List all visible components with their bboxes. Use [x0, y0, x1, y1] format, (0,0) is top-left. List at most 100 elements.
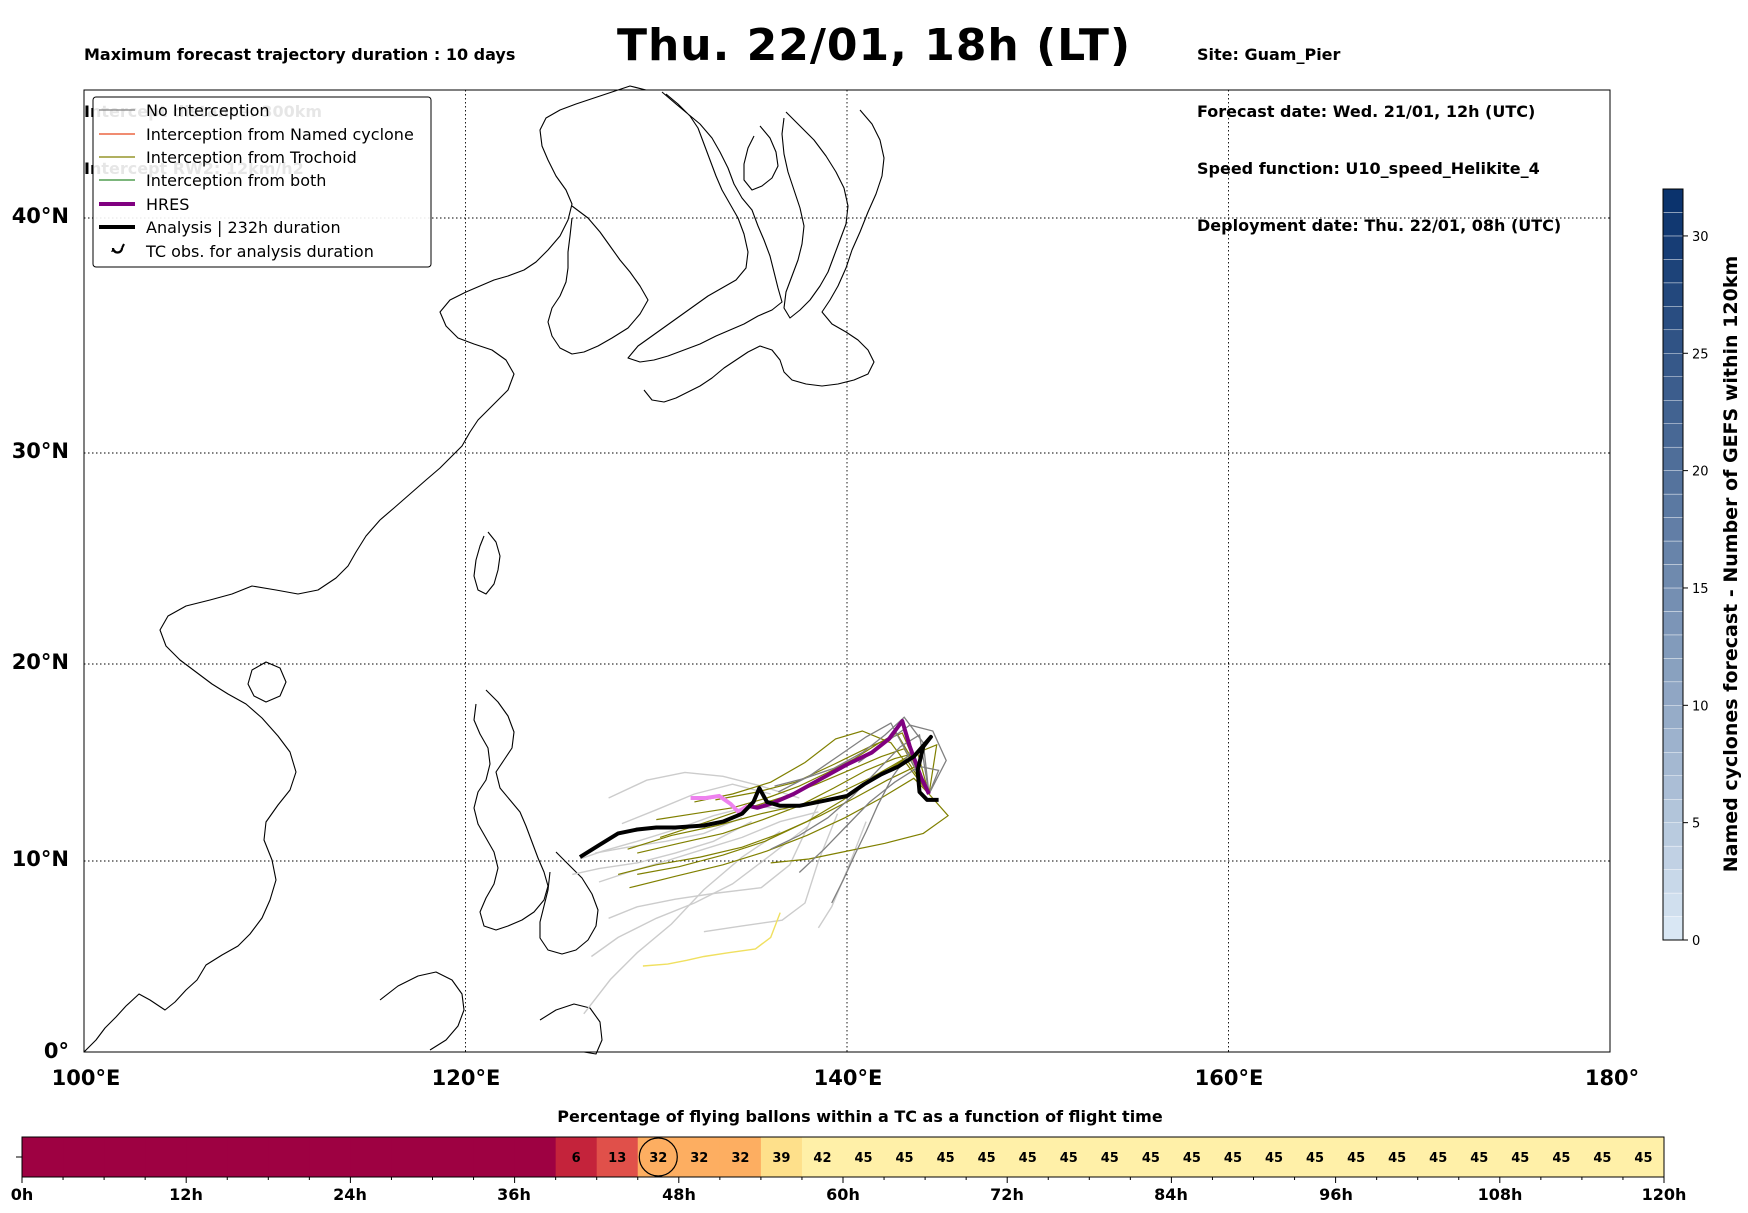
colorbar-cell-1	[1662, 892, 1684, 917]
percentage-cell-label-33: 45	[1388, 1151, 1406, 1166]
time-label-24h: 24h	[333, 1185, 367, 1204]
percentage-cell-label-19: 42	[813, 1151, 831, 1166]
legend-box	[92, 96, 432, 268]
percentage-cell-11	[473, 1137, 516, 1177]
percentage-cell-label-13: 6	[572, 1151, 581, 1166]
legend-label-both: Interception from both	[146, 171, 326, 190]
percentage-cell-29	[1212, 1137, 1254, 1177]
colorbar-cell-6	[1662, 775, 1684, 800]
lat-label-30: 30°N	[12, 439, 69, 463]
percentage-cell-5	[227, 1137, 269, 1177]
percentage-cell-34	[1417, 1137, 1460, 1177]
gray-track-2	[831, 751, 930, 904]
percentage-cell-35	[1458, 1137, 1501, 1177]
percentage-cell-label-35: 45	[1470, 1151, 1488, 1166]
legend-label-trochoid: Interception from Trochoid	[146, 148, 357, 167]
colorbar-cell-25	[1662, 329, 1684, 354]
colorbar-cell-18	[1662, 493, 1684, 518]
forecast-info-right: Site: Guam_Pier Forecast date: Wed. 21/0…	[1197, 7, 1561, 254]
trochoid-track-6	[770, 793, 949, 864]
light-track-9	[595, 817, 743, 854]
lat-label-0: 0°	[44, 1039, 69, 1063]
colorbar-cell-3	[1662, 845, 1684, 870]
hres-pink-track	[690, 793, 749, 815]
colorbar-cell-23	[1662, 376, 1684, 401]
colorbar-tick-label-5: 5	[1692, 817, 1700, 832]
percentage-cell-6	[268, 1137, 310, 1177]
lon-label-160: 160°E	[1195, 1066, 1264, 1090]
percentage-cell-label-15: 32	[649, 1151, 667, 1166]
colorbar-cell-15	[1662, 564, 1684, 589]
percentage-cell-0	[22, 1137, 64, 1177]
yellow-track	[642, 912, 781, 967]
lat-label-20: 20°N	[12, 650, 69, 674]
percentage-cell-8	[350, 1137, 392, 1177]
colorbar-cell-5	[1662, 798, 1684, 823]
legend-label-tc-obs: TC obs. for analysis duration	[145, 242, 374, 261]
colorbar-cell-7	[1662, 752, 1684, 776]
percentage-cell-12	[514, 1137, 557, 1177]
hres-track	[747, 719, 931, 810]
analysis-track	[578, 734, 939, 859]
percentage-cell-label-24: 45	[1019, 1151, 1037, 1166]
trajectory-lines	[572, 716, 949, 1015]
legend-label-no-interception: No Interception	[146, 101, 270, 120]
map-frame	[83, 89, 1611, 1053]
time-label-48h: 48h	[662, 1185, 696, 1204]
light-track-5	[572, 820, 752, 876]
percentage-cell-30	[1253, 1137, 1296, 1177]
percentage-cell-1	[63, 1137, 105, 1177]
page-title: Thu. 22/01, 18h (LT)	[616, 20, 1132, 71]
time-label-60h: 60h	[826, 1185, 860, 1204]
colorbar-cell-2	[1662, 869, 1684, 894]
percentage-cell-39	[1622, 1137, 1665, 1177]
colorbar-cell-4	[1662, 822, 1684, 847]
info-line-deployment-date: Deployment date: Thu. 22/01, 08h (UTC)	[1197, 216, 1562, 235]
percentage-cell-label-32: 45	[1347, 1151, 1365, 1166]
colorbar-tick-label-15: 15	[1692, 582, 1709, 597]
light-track-3	[583, 830, 781, 1015]
percentage-cell-10	[432, 1137, 475, 1177]
colorbar-cell-16	[1662, 540, 1684, 565]
percentage-cell-label-22: 45	[937, 1151, 955, 1166]
colorbar-cell-31	[1662, 188, 1684, 213]
percentage-cell-33	[1376, 1137, 1419, 1177]
colorbar-tick-label-25: 25	[1692, 347, 1709, 362]
percentage-cell-21	[884, 1137, 926, 1177]
percentage-cell-18	[760, 1137, 803, 1177]
percentage-cell-label-30: 45	[1265, 1151, 1283, 1166]
percentage-cell-label-20: 45	[854, 1151, 872, 1166]
colorbar-cell-12	[1662, 634, 1684, 659]
percentage-cell-38	[1581, 1137, 1624, 1177]
legend-label-analysis: Analysis | 232h duration	[146, 218, 341, 237]
percentage-cell-36	[1499, 1137, 1542, 1177]
percentage-cell-19	[801, 1137, 844, 1177]
percentage-cell-31	[1294, 1137, 1337, 1177]
percentage-cell-26	[1089, 1137, 1131, 1177]
colorbar-cell-26	[1662, 306, 1684, 331]
info-line-forecast-date: Forecast date: Wed. 21/01, 12h (UTC)	[1197, 102, 1536, 121]
gray-track-5	[798, 765, 940, 873]
percentage-cell-22	[925, 1137, 967, 1177]
percentage-cell-27	[1130, 1137, 1172, 1177]
info-line-trajectory-duration: Maximum forecast trajectory duration : 1…	[84, 45, 516, 64]
colorbar-frame	[1662, 188, 1684, 941]
flight-time-labels: 0h 12h 24h 36h 48h 60h 72h 84h 96h 108h …	[11, 1185, 1687, 1204]
percentage-cell-20	[843, 1137, 885, 1177]
percentage-cell-label-31: 45	[1306, 1151, 1324, 1166]
gray-track-4	[778, 722, 930, 795]
colorbar-cell-17	[1662, 517, 1684, 542]
percentage-cell-label-17: 32	[731, 1151, 749, 1166]
time-label-84h: 84h	[1154, 1185, 1188, 1204]
percentage-cell-7	[309, 1137, 351, 1177]
colorbar-cell-9	[1662, 705, 1684, 729]
light-track-7	[703, 813, 839, 933]
lat-label-10: 10°N	[12, 847, 69, 871]
colorbar-cells	[1662, 188, 1684, 941]
percentage-cell-label-39: 45	[1634, 1151, 1652, 1166]
percentage-cell-17	[719, 1137, 762, 1177]
trochoid-track-0	[656, 732, 930, 821]
colorbar-cell-29	[1662, 235, 1684, 260]
colorbar-cell-8	[1662, 728, 1684, 753]
time-label-108h: 108h	[1478, 1185, 1523, 1204]
